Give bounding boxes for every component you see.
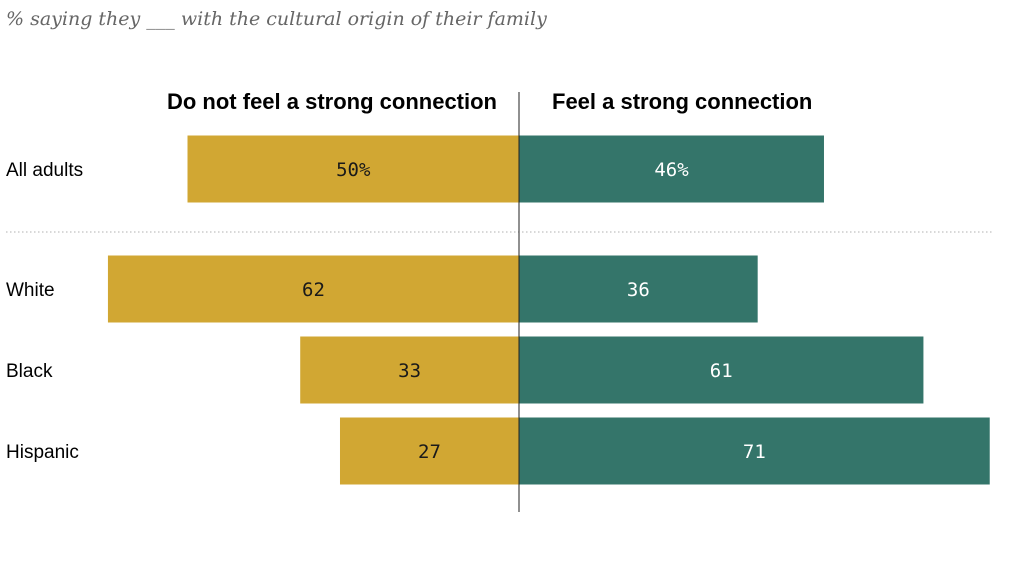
category-label-hispanic: Hispanic xyxy=(6,442,79,463)
bars-layer xyxy=(107,135,990,485)
bar-strong-black xyxy=(519,336,924,404)
left-column-header: Do not feel a strong connection xyxy=(167,89,497,114)
labels-layer: All adults 50% 46% White 62 36 Black 33 61 Hispan… xyxy=(6,159,766,463)
value-label-not-strong-black: 33 xyxy=(398,360,421,382)
value-label-not-strong-white: 62 xyxy=(302,279,325,301)
bar-strong-hispanic xyxy=(519,417,990,485)
value-label-strong-white: 36 xyxy=(627,279,650,301)
category-label-black: Black xyxy=(6,361,53,382)
value-label-strong-black: 61 xyxy=(710,360,733,382)
value-label-strong-hispanic: 71 xyxy=(743,441,766,463)
bar-not-strong-hispanic xyxy=(339,417,519,485)
value-label-not-strong-all-adults: 50% xyxy=(336,159,371,181)
right-column-header: Feel a strong connection xyxy=(552,89,812,114)
category-label-white: White xyxy=(6,280,55,301)
bar-not-strong-white xyxy=(107,255,519,323)
bar-not-strong-all-adults xyxy=(187,135,519,203)
bar-not-strong-black xyxy=(300,336,519,404)
value-label-strong-all-adults: 46% xyxy=(654,159,689,181)
bar-strong-all-adults xyxy=(519,135,824,203)
chart-subtitle: % saying they ___ with the cultural orig… xyxy=(6,8,547,30)
value-label-not-strong-hispanic: 27 xyxy=(418,441,441,463)
category-label-all-adults: All adults xyxy=(6,160,83,181)
bar-strong-white xyxy=(519,255,758,323)
